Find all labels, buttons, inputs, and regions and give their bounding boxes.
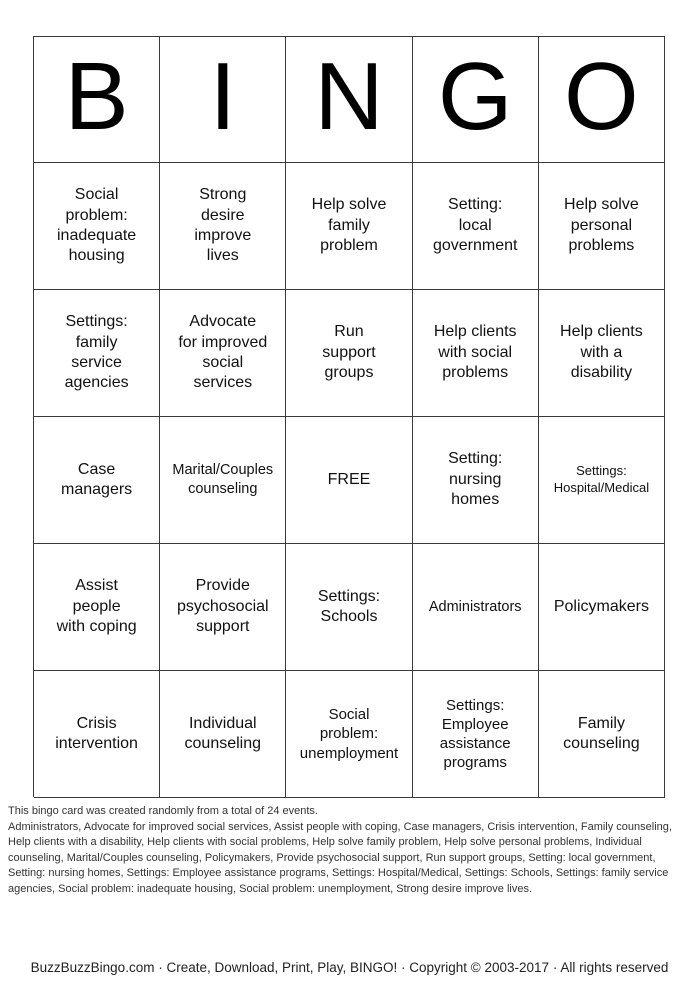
- bingo-cell[interactable]: Help clients with a disability: [538, 290, 665, 417]
- bingo-cell[interactable]: Setting: nursing homes: [412, 417, 539, 544]
- bingo-cell[interactable]: Settings: Hospital/Medical: [538, 417, 665, 544]
- bingo-cell[interactable]: Help solve personal problems: [538, 163, 665, 290]
- bingo-cell[interactable]: Provide psychosocial support: [160, 544, 287, 671]
- bingo-cell-free-space[interactable]: FREE: [286, 417, 413, 544]
- bingo-cell[interactable]: Case managers: [34, 417, 161, 544]
- bingo-grid: B I N G O Social problem: inadequate hou…: [33, 36, 665, 798]
- event-list: Administrators, Advocate for improved so…: [8, 820, 672, 895]
- card-note: This bingo card was created randomly fro…: [8, 805, 318, 817]
- bingo-cell[interactable]: Advocate for improved social services: [160, 290, 287, 417]
- bingo-cell[interactable]: Settings: family service agencies: [34, 290, 161, 417]
- card-fineprint: This bingo card was created randomly fro…: [8, 804, 694, 897]
- bingo-header-letter-n: N: [286, 37, 413, 163]
- bingo-cell[interactable]: Administrators: [412, 544, 539, 671]
- bingo-cell[interactable]: Settings: Schools: [286, 544, 413, 671]
- bingo-cell[interactable]: Family counseling: [538, 671, 665, 798]
- bingo-cell[interactable]: Strong desire improve lives: [160, 163, 287, 290]
- bingo-cell[interactable]: Assist people with coping: [34, 544, 161, 671]
- bingo-cell[interactable]: Individual counseling: [160, 671, 287, 798]
- bingo-cell[interactable]: Crisis intervention: [34, 671, 161, 798]
- site-copyright-line: BuzzBuzzBingo.com · Create, Download, Pr…: [30, 960, 669, 975]
- bingo-cell[interactable]: Social problem: unemployment: [286, 671, 413, 798]
- bingo-cell[interactable]: Settings: Employee assistance programs: [412, 671, 539, 798]
- bingo-cell[interactable]: Social problem: inadequate housing: [34, 163, 161, 290]
- bingo-header-letter-b: B: [34, 37, 161, 163]
- bingo-cell[interactable]: Run support groups: [286, 290, 413, 417]
- bingo-header-letter-o: O: [538, 37, 665, 163]
- bingo-cell[interactable]: Help solve family problem: [286, 163, 413, 290]
- bingo-cell[interactable]: Setting: local government: [412, 163, 539, 290]
- bingo-header-letter-i: I: [160, 37, 287, 163]
- bingo-header-letter-g: G: [412, 37, 539, 163]
- bingo-cell[interactable]: Marital/Couples counseling: [160, 417, 287, 544]
- bingo-cell[interactable]: Help clients with social problems: [412, 290, 539, 417]
- bingo-cell[interactable]: Policymakers: [538, 544, 665, 671]
